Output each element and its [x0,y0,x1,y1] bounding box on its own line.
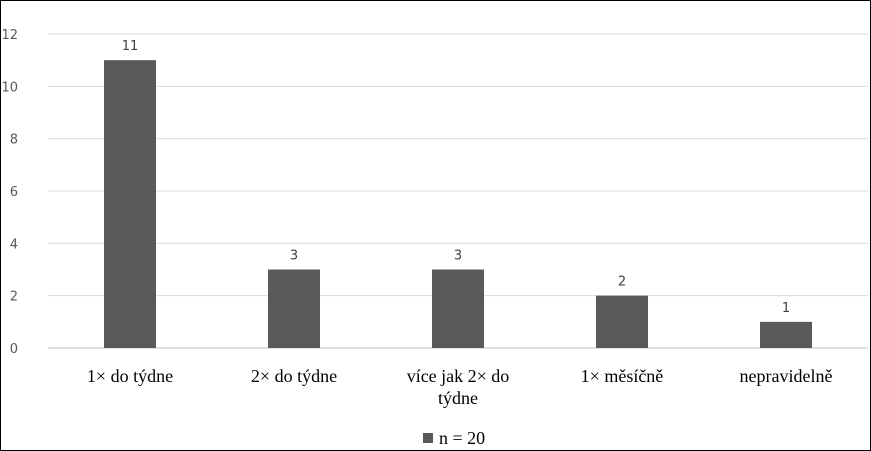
bar [268,269,320,348]
x-axis-categories: 1× do týdne 2× do týdne více jak 2× do týdn… [87,366,833,408]
legend: n = 20 [423,428,485,448]
y-tick-label: 8 [10,133,18,148]
x-tick-label: 2× do týdne [251,366,337,386]
data-label: 3 [454,249,462,264]
y-axis-ticks: 0 2 4 6 8 10 12 [1,28,18,357]
gridlines [48,33,868,349]
data-label: 3 [290,249,298,264]
y-tick-label: 4 [10,237,18,252]
y-tick-label: 6 [10,185,18,200]
y-tick-label: 12 [1,28,18,43]
x-tick-label: 1× měsíčně [581,366,664,386]
bar [596,295,648,348]
data-label: 2 [618,275,626,290]
legend-label: n = 20 [439,428,485,448]
x-tick-label: nepravidelně [740,366,833,386]
legend-swatch [423,433,433,443]
x-tick-label: 1× do týdne [87,366,173,386]
bar [760,321,812,348]
x-tick-label: více jak 2× do týdne [407,366,510,408]
data-label: 11 [122,39,139,54]
y-tick-label: 2 [10,290,18,305]
y-tick-label: 10 [1,80,18,95]
bar [104,60,156,349]
y-tick-label: 0 [10,342,18,357]
bars [104,60,812,349]
bar [432,269,484,348]
data-labels: 11 3 3 2 1 [122,39,790,316]
data-label: 1 [782,301,790,316]
